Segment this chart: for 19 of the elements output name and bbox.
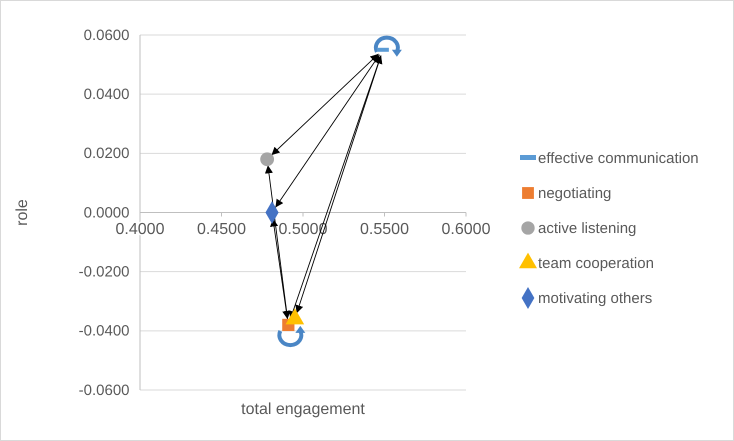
legend-label: motivating others bbox=[538, 290, 652, 307]
legend-label: team cooperation bbox=[538, 255, 654, 272]
point bbox=[260, 152, 274, 166]
y-tick-label: -0.0600 bbox=[78, 382, 130, 399]
y-tick-label: 0.0400 bbox=[84, 86, 130, 103]
y-tick-label: 0.0000 bbox=[84, 204, 130, 222]
legend-label: active listening bbox=[538, 220, 636, 237]
legend-label: effective communication bbox=[538, 150, 699, 167]
y-tick-label: 0.0600 bbox=[84, 26, 130, 44]
x-axis-title: total engagement bbox=[241, 401, 366, 418]
x-tick-label: 0.4000 bbox=[116, 220, 165, 238]
y-tick-label: -0.0400 bbox=[78, 322, 130, 340]
x-tick-label: 0.4500 bbox=[197, 220, 246, 238]
x-tick-label: 0.5500 bbox=[360, 220, 410, 238]
y-tick-label: -0.0200 bbox=[78, 263, 130, 280]
y-tick-label: 0.0200 bbox=[84, 145, 130, 162]
legend-label: negotiating bbox=[538, 185, 612, 202]
y-axis-title: role bbox=[14, 199, 31, 226]
x-tick-label: 0.6000 bbox=[442, 220, 491, 238]
